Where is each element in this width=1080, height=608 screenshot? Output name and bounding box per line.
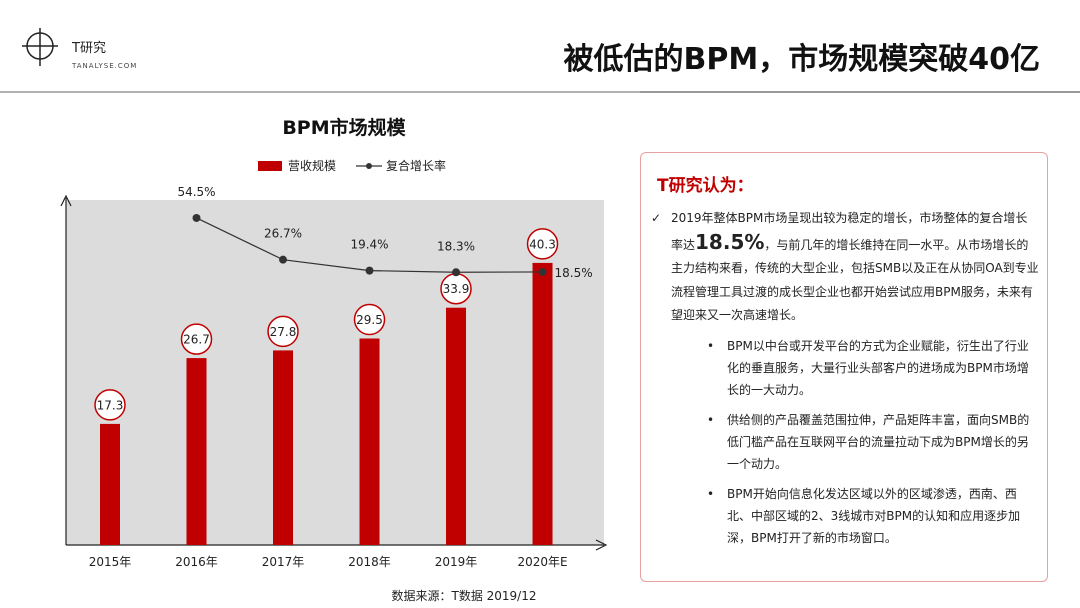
bar-label: 40.3 — [529, 237, 556, 251]
bullet: BPM开始向信息化发达区域以外的区域渗透，西南、西北、中部区域的2、3线城市对B… — [707, 483, 1039, 549]
bar — [273, 350, 294, 545]
axis-arrow — [60, 194, 72, 207]
bar — [532, 262, 553, 545]
line-point — [538, 267, 547, 276]
insight-panel: T研究认为： ✓ 2019年整体BPM市场呈现出较为稳定的增长，市场整体的复合增长… — [640, 152, 1048, 582]
label-ring — [180, 323, 213, 355]
text: 2019年整体BPM市场呈现出较为稳定的增长，市场整体的复合增长率达 — [671, 211, 1028, 252]
legend-swatch — [366, 163, 372, 169]
x-tick-label: 2018年 — [348, 555, 391, 569]
line-point — [192, 213, 201, 222]
logo-text: T研究 — [71, 41, 106, 56]
x-tick-label: 2017年 — [262, 555, 305, 569]
bar — [359, 338, 380, 545]
legend-label: 营收规模 — [288, 158, 336, 173]
line-label: 26.7% — [264, 227, 302, 241]
bar — [186, 358, 207, 545]
logo-sub: TANALYSE.COM — [71, 62, 137, 70]
bullet: 供给侧的产品覆盖范围拉伸，产品矩阵丰富，面向SMB的低门槛产品在互联网平台的流量… — [707, 409, 1039, 475]
bar-label: 29.5 — [356, 313, 383, 327]
line-label: 19.4% — [350, 238, 388, 252]
bar-label: 17.3 — [97, 398, 124, 412]
check-icon: ✓ — [651, 211, 662, 225]
header-rule — [640, 91, 1080, 93]
line-point — [279, 255, 288, 264]
line-label: 54.5% — [177, 185, 215, 199]
line-label: 18.3% — [437, 239, 475, 253]
source: 数据来源：T数据 2019/12 — [392, 588, 537, 603]
label-ring — [353, 303, 386, 336]
page-title: 被低估的BPM，市场规模突破40亿 — [563, 42, 1040, 77]
x-tick-label: 2015年 — [89, 555, 132, 569]
bar-label: 27.8 — [270, 325, 297, 339]
legend-label: 复合增长率 — [386, 158, 446, 173]
label-ring — [267, 315, 299, 348]
panel-title: T研究认为： — [657, 176, 754, 196]
x-tick-label: 2019年 — [435, 555, 478, 569]
x-tick-label: 2016年 — [175, 555, 218, 569]
text: ，与前几年的增长维持在同一水平。从市场增长的主力结构来看，传统的大型企业，包括S… — [671, 237, 1039, 323]
label-ring — [94, 389, 126, 421]
x-tick-label: 2020年E — [517, 555, 567, 569]
line-label: 18.5% — [555, 266, 593, 280]
bar-label: 33.9 — [443, 282, 470, 296]
plot-bg — [66, 200, 604, 545]
line-point — [365, 266, 374, 275]
chart: T研究 TANALYSE.COM BPM市场规模 数据来源：T数据 2019/1… — [0, 28, 640, 603]
label-ring — [526, 228, 559, 260]
legend-swatch — [258, 161, 282, 171]
highlight: 18.5% — [695, 229, 765, 254]
bar-label: 26.7 — [183, 333, 210, 347]
paragraph: ✓ 2019年整体BPM市场呈现出较为稳定的增长，市场整体的复合增长率达18.5%… — [651, 207, 1039, 328]
chart-title: BPM市场规模 — [282, 116, 406, 139]
bar — [446, 307, 467, 545]
bar — [100, 423, 120, 545]
line-point — [452, 268, 461, 277]
bullet: BPM以中台或开发平台的方式为企业赋能，衍生出了行业化的垂直服务，大量行业头部客… — [707, 335, 1039, 401]
axis-arrow — [595, 539, 608, 551]
